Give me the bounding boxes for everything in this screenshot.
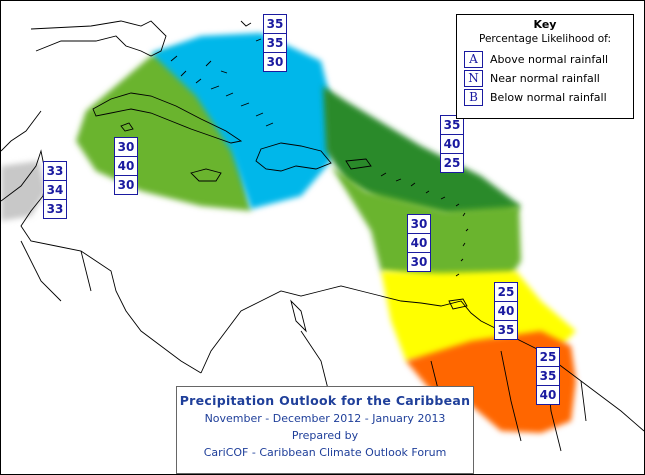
region-box-bahamas-hispaniola: 35 35 30 xyxy=(263,14,287,72)
key-title: Key xyxy=(533,18,557,31)
below-value: 40 xyxy=(539,388,557,402)
near-value: 35 xyxy=(537,367,559,386)
key-letter-n: N xyxy=(464,69,483,87)
below-value: 33 xyxy=(46,202,64,216)
zone-above-bahamas xyxy=(151,33,331,209)
title-box: Precipitation Outlook for the Caribbean … xyxy=(176,386,474,474)
key-label-near: Near normal rainfall xyxy=(490,71,600,85)
key-letter-a: A xyxy=(464,50,483,68)
below-value: 30 xyxy=(117,178,135,192)
near-value: 40 xyxy=(408,234,430,253)
zone-climatology xyxy=(1,161,46,221)
below-value: 30 xyxy=(410,255,428,269)
region-box-trinidad: 25 40 35 xyxy=(494,282,518,340)
above-value: 25 xyxy=(495,283,517,302)
above-value: 35 xyxy=(264,15,286,34)
key-label-above: Above normal rainfall xyxy=(490,52,609,66)
below-value: 30 xyxy=(266,55,284,69)
coastlines xyxy=(1,20,644,452)
key-label-below: Below normal rainfall xyxy=(490,90,607,104)
region-box-windwards: 30 40 30 xyxy=(407,214,431,272)
prepared-by-label: Prepared by xyxy=(291,429,359,442)
key-letter-b: B xyxy=(464,88,483,106)
key-subtitle: Percentage Likelihood of: xyxy=(479,33,611,45)
near-value: 40 xyxy=(115,157,137,176)
organization-name: CariCOF - Caribbean Climate Outlook Foru… xyxy=(203,446,447,459)
below-value: 25 xyxy=(443,156,461,170)
region-box-cuba-jamaica: 30 40 30 xyxy=(114,137,138,195)
below-value: 35 xyxy=(497,323,515,337)
above-value: 35 xyxy=(441,116,463,135)
map-title: Precipitation Outlook for the Caribbean xyxy=(179,393,471,408)
region-box-northern-leewards: 35 40 25 xyxy=(440,115,464,173)
above-value: 33 xyxy=(44,162,66,181)
map-key: Key Percentage Likelihood of: A Above no… xyxy=(456,14,634,119)
forecast-period: November - December 2012 - January 2013 xyxy=(204,412,446,425)
region-box-belize-honduras: 33 34 33 xyxy=(43,161,67,219)
key-row-below: B Below normal rainfall xyxy=(464,88,607,106)
zone-dark-leewards xyxy=(323,86,521,216)
region-box-guianas: 25 35 40 xyxy=(536,347,560,405)
near-value: 34 xyxy=(44,181,66,200)
near-value: 40 xyxy=(441,135,463,154)
above-value: 25 xyxy=(537,348,559,367)
zone-orange-guianas xyxy=(406,331,576,433)
near-value: 40 xyxy=(495,302,517,321)
key-row-near: N Near normal rainfall xyxy=(464,69,600,87)
key-row-above: A Above normal rainfall xyxy=(464,50,609,68)
near-value: 35 xyxy=(264,34,286,53)
above-value: 30 xyxy=(115,138,137,157)
above-value: 30 xyxy=(408,215,430,234)
